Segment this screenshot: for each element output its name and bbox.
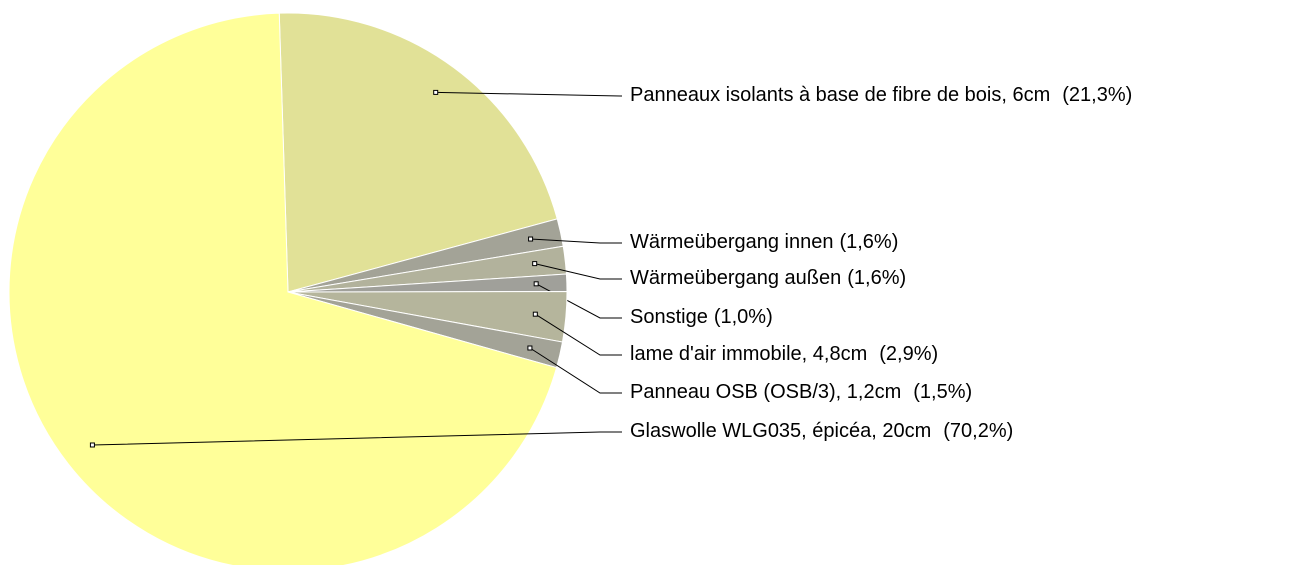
slice-value-label: (1,6%) bbox=[839, 231, 898, 253]
slice-label: Wärmeübergang innen (1,6%) bbox=[630, 231, 898, 253]
slice-name: Glaswolle WLG035, épicéa, 20cm bbox=[630, 420, 931, 442]
pie-slice bbox=[8, 12, 558, 565]
slice-name: Wärmeübergang innen bbox=[630, 231, 833, 253]
leader-marker bbox=[533, 281, 539, 287]
slice-name: Wärmeübergang außen bbox=[630, 267, 841, 289]
slice-label: Wärmeübergang außen (1,6%) bbox=[630, 267, 906, 289]
slice-value-label: (70,2%) bbox=[943, 420, 1013, 442]
leader-line bbox=[530, 238, 622, 244]
slice-label: Glaswolle WLG035, épicéa, 20cm (70,2%) bbox=[630, 420, 1013, 442]
slice-name: lame d'air immobile, 4,8cm bbox=[630, 343, 867, 365]
slice-value-label: (1,0%) bbox=[714, 306, 773, 328]
slice-value-label: (1,5%) bbox=[913, 381, 972, 403]
leader-line bbox=[535, 313, 622, 356]
leader-line bbox=[534, 263, 622, 280]
leader-marker bbox=[527, 345, 533, 351]
leader-marker bbox=[532, 311, 538, 317]
leader-line bbox=[435, 91, 622, 97]
leader-line bbox=[92, 431, 622, 446]
slice-value-label: (2,9%) bbox=[879, 343, 938, 365]
leader-marker bbox=[433, 89, 439, 95]
leader-marker bbox=[528, 236, 534, 242]
slice-value-label: (21,3%) bbox=[1062, 84, 1132, 106]
slice-label: Sonstige (1,0%) bbox=[630, 306, 773, 328]
slice-name: Panneaux isolants à base de fibre de boi… bbox=[630, 84, 1050, 106]
leader-marker bbox=[89, 442, 95, 448]
slice-value-label: (1,6%) bbox=[847, 267, 906, 289]
leader-line bbox=[529, 347, 622, 394]
slice-name: Sonstige bbox=[630, 306, 708, 328]
leader-marker bbox=[532, 261, 538, 267]
slice-label: lame d'air immobile, 4,8cm (2,9%) bbox=[630, 343, 938, 365]
slice-label: Panneau OSB (OSB/3), 1,2cm (1,5%) bbox=[630, 381, 972, 403]
pie-slice bbox=[278, 12, 558, 293]
slice-name: Panneau OSB (OSB/3), 1,2cm bbox=[630, 381, 901, 403]
slice-label: Panneaux isolants à base de fibre de boi… bbox=[630, 84, 1132, 106]
